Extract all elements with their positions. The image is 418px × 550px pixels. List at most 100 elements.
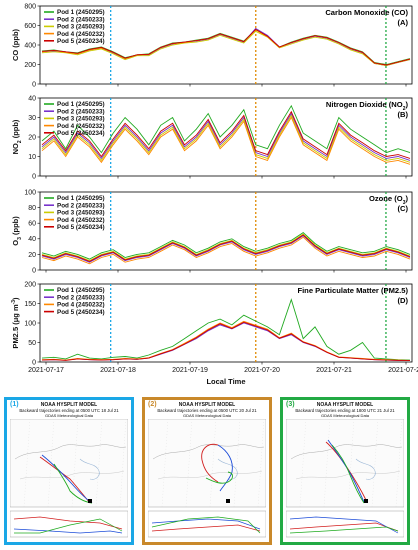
panel-title: Nitrogen Dioxide (NO2) [326, 100, 409, 112]
trajectory-path [201, 443, 219, 483]
trajectory-map-3: (3) NOAA HYSPLIT MODEL Backward trajectori… [280, 397, 410, 545]
legend-entry: Pod 1 (2450295) [57, 195, 105, 202]
y-tick-label: 40 [28, 95, 36, 102]
y-tick-label: 600 [24, 23, 36, 30]
legend-entry: Pod 2 (2450233) [57, 16, 105, 23]
x-tick-label: 2021-07-22 [388, 367, 418, 374]
map-heading: NOAA HYSPLIT MODEL [316, 402, 374, 408]
source-marker [364, 499, 368, 503]
y-tick-label: 40 [28, 236, 36, 243]
y-tick-label: 30 [28, 115, 36, 122]
y-tick-label: 50 [28, 340, 36, 347]
map-graphic [10, 419, 128, 538]
y-tick-label: 0 [32, 81, 36, 88]
map-heading: NOAA HYSPLIT MODEL [40, 402, 98, 408]
height-profile-line [289, 516, 399, 534]
legend-entry: Pod 3 (2450293) [57, 24, 105, 31]
x-tick-label: 2021-07-21 [316, 367, 352, 374]
y-tick-label: 200 [24, 62, 36, 69]
legend-entry: Pod 2 (2450233) [57, 108, 105, 115]
y-tick-label: 100 [24, 320, 36, 327]
legend-entry: Pod 4 (2450232) [57, 123, 105, 130]
trajectory-maps-row: (1) NOAA HYSPLIT MODEL Backward trajectori… [0, 395, 418, 550]
legend-entry: Pod 1 (2450295) [57, 101, 105, 108]
y-axis-label: PM2.5 (μg m-3) [11, 297, 20, 349]
trajectory-path [41, 454, 93, 504]
height-profile-line [151, 524, 261, 532]
border-line [157, 470, 263, 480]
legend-entry: Pod 2 (2450233) [57, 202, 105, 209]
legend-entry: Pod 5 (2450234) [57, 38, 105, 45]
y-tick-label: 0 [32, 173, 36, 180]
series-line [41, 236, 411, 265]
x-tick-label: 2021-07-17 [28, 367, 64, 374]
y-axis-label: NO2 (ppb) [11, 119, 23, 154]
legend-entry: Pod 1 (2450295) [57, 287, 105, 294]
plot-frame [39, 283, 413, 363]
panel-letter: (B) [397, 110, 408, 119]
y-axis-label: CO (ppb) [11, 28, 20, 61]
map-frame [10, 419, 128, 508]
series-line [41, 235, 411, 263]
y-tick-label: 60 [28, 221, 36, 228]
legend-entry: Pod 3 (2450293) [57, 116, 105, 123]
x-axis-label: Local Time [206, 377, 245, 386]
x-tick-label: 2021-07-18 [100, 367, 136, 374]
y-tick-label: 100 [24, 189, 36, 196]
y-tick-label: 0 [32, 359, 36, 366]
map-data-source: GDAS Meteorological Data [182, 413, 232, 418]
y-tick-label: 20 [28, 134, 36, 141]
series-line [41, 112, 411, 161]
lake-outline [217, 458, 238, 480]
height-profile-line [289, 522, 399, 532]
series-line [41, 110, 411, 159]
height-profile-line [13, 528, 123, 534]
map-number: (2) [148, 401, 157, 408]
map-graphic [286, 419, 404, 538]
series-line [41, 321, 410, 361]
trajectory-path [53, 463, 93, 504]
source-marker [88, 499, 92, 503]
map-graphic [148, 419, 266, 538]
trajectory-map-1: (1) NOAA HYSPLIT MODEL Backward trajectori… [4, 397, 134, 545]
series-line [41, 28, 411, 66]
border-line [19, 470, 125, 480]
x-tick-label: 2021-07-19 [172, 367, 208, 374]
legend-entry: Pod 3 (2450293) [57, 210, 105, 217]
y-axis-label: O3 (ppb) [11, 216, 23, 246]
map-frame [148, 419, 266, 508]
panel-title: Carbon Monoxide (CO) [325, 8, 408, 17]
map-number: (3) [286, 401, 295, 408]
height-profile-line [151, 518, 261, 530]
border-line [152, 444, 265, 460]
lake-outline [355, 458, 376, 480]
series-line [41, 116, 411, 165]
y-tick-label: 150 [24, 301, 36, 308]
y-tick-label: 800 [24, 3, 36, 10]
y-tick-label: 200 [24, 281, 36, 288]
trajectory-path [327, 439, 365, 503]
series-line [41, 30, 411, 66]
y-tick-label: 20 [28, 252, 36, 259]
panel-b: 0 10 20 30 40 NO2 (ppb) Pod 1 (2450295)Pod 2 (… [11, 95, 413, 180]
series-line [41, 234, 411, 262]
trajectory-path [217, 444, 233, 492]
legend-entry: Pod 4 (2450232) [57, 217, 105, 224]
plot-frame [39, 5, 413, 85]
map-data-source: GDAS Meteorological Data [44, 413, 94, 418]
series-line [41, 298, 411, 361]
panel-c: 0 20 40 60 80 100 O3 (ppb) Pod 1 (2450295)Pod 2… [11, 189, 413, 274]
legend-entry: Pod 4 (2450232) [57, 302, 105, 309]
panel-title: Ozone (O3) [369, 194, 409, 206]
legend-entry: Pod 2 (2450233) [57, 294, 105, 301]
legend-entry: Pod 1 (2450295) [57, 9, 105, 16]
source-marker [226, 499, 230, 503]
panel-letter: (D) [397, 296, 408, 305]
series-line [41, 114, 411, 163]
trajectory-map-2: (2) NOAA HYSPLIT MODEL Backward trajectori… [142, 397, 272, 545]
trajectory-path [205, 471, 233, 484]
map-heading: NOAA HYSPLIT MODEL [178, 402, 236, 408]
series-line [41, 232, 411, 260]
